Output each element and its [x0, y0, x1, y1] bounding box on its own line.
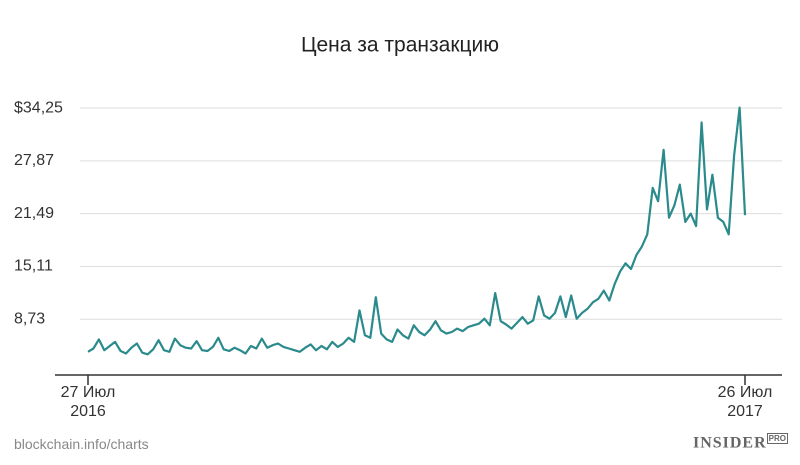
source: blockchain.info/charts — [14, 436, 149, 452]
x-tick-label: 27 Июл 2016 — [60, 384, 116, 420]
logo: INSIDER PRO — [692, 433, 788, 452]
y-tick-label: 15,11 — [14, 258, 53, 275]
line — [87, 106, 747, 356]
y-tick-label: 8,73 — [14, 311, 45, 328]
chart-title: Цена за транзакцию — [301, 34, 499, 57]
y-tick-label: 21,49 — [14, 205, 54, 222]
logo-text: INSIDER — [692, 434, 767, 452]
x-tick-label: 26 Июл 2017 — [717, 384, 773, 420]
logo-badge: PRO — [766, 433, 788, 444]
y-tick-label: $34,25 — [14, 99, 63, 116]
y-tick-label: 27,87 — [14, 152, 54, 169]
